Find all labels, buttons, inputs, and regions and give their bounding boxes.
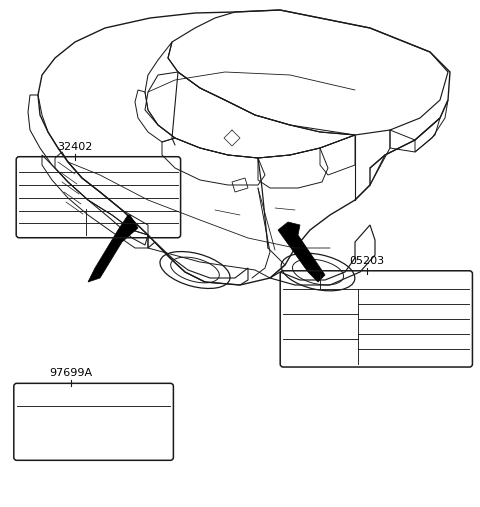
Text: 97699A: 97699A	[49, 368, 92, 378]
Polygon shape	[278, 222, 325, 282]
Text: 32402: 32402	[57, 141, 92, 152]
Text: 05203: 05203	[349, 256, 384, 266]
Polygon shape	[88, 215, 138, 282]
